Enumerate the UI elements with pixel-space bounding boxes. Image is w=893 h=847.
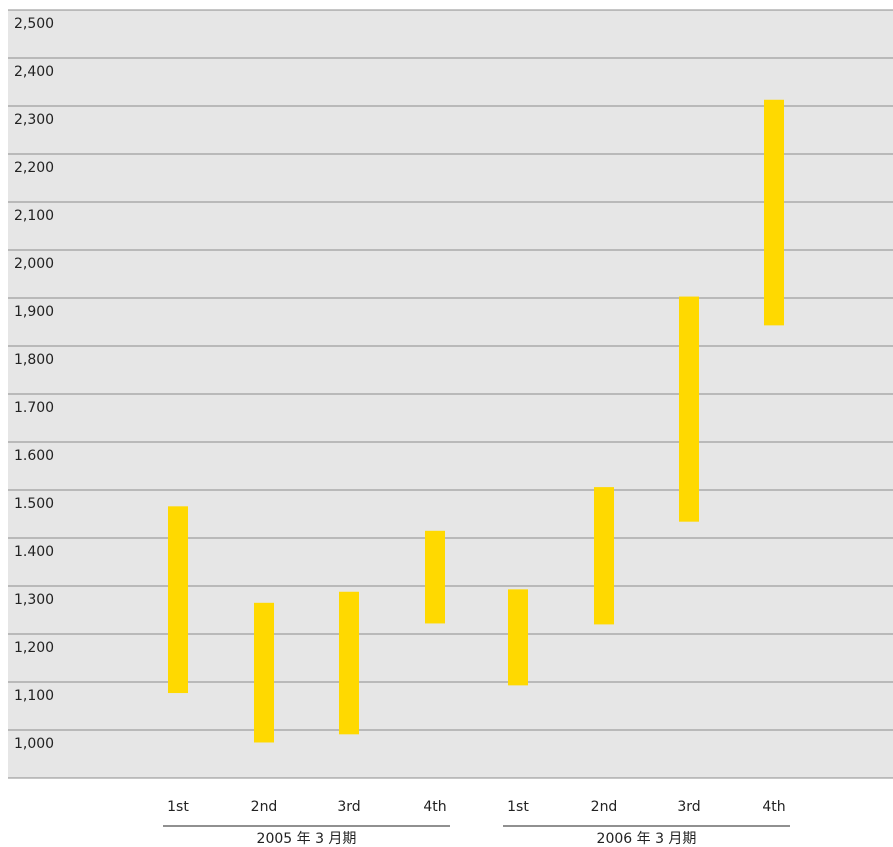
range-bar — [594, 487, 614, 625]
y-tick-label: 2,300 — [14, 112, 54, 128]
y-tick-label: 2,100 — [14, 208, 54, 224]
range-bar — [254, 602, 274, 743]
x-category-label: 4th — [423, 799, 446, 815]
x-category-label: 2nd — [251, 799, 278, 815]
x-category-label: 3rd — [337, 799, 360, 815]
y-tick-label: 1.600 — [14, 448, 54, 464]
y-tick-label: 2,500 — [14, 16, 54, 32]
y-tick-label: 1,300 — [14, 592, 54, 608]
x-category-label: 1st — [507, 799, 529, 815]
y-tick-label: 1.400 — [14, 544, 54, 560]
x-group-label: 2006 年 3 月期 — [597, 831, 697, 847]
range-bar — [679, 296, 699, 522]
y-tick-label: 2,000 — [14, 256, 54, 272]
y-tick-label: 1,900 — [14, 304, 54, 320]
range-bars — [168, 99, 784, 743]
y-tick-label: 1,200 — [14, 640, 54, 656]
x-category-label: 4th — [762, 799, 785, 815]
gridlines — [8, 9, 893, 779]
range-bar — [339, 591, 359, 735]
x-axis-category-labels: 1st 2nd 3rd 4th 1st 2nd 3rd 4th — [167, 799, 785, 815]
range-bar — [168, 506, 188, 694]
range-bar — [764, 99, 784, 326]
x-category-label: 1st — [167, 799, 189, 815]
x-category-label: 3rd — [677, 799, 700, 815]
y-tick-label: 2,400 — [14, 64, 54, 80]
y-tick-label: 1,100 — [14, 688, 54, 704]
range-bar — [425, 530, 445, 624]
x-group-label: 2005 年 3 月期 — [257, 831, 357, 847]
y-tick-label: 1.500 — [14, 496, 54, 512]
y-tick-label: 1,800 — [14, 352, 54, 368]
y-axis-tick-labels: 1,000 1,100 1,200 1,300 1.400 1.500 1.600 1.700… — [14, 16, 54, 752]
x-axis-group-labels: 2005 年 3 月期 2006 年 3 月期 — [163, 825, 790, 847]
y-tick-label: 1,000 — [14, 736, 54, 752]
range-bar — [508, 589, 528, 686]
y-tick-label: 2,200 — [14, 160, 54, 176]
y-tick-label: 1.700 — [14, 400, 54, 416]
x-category-label: 2nd — [591, 799, 618, 815]
